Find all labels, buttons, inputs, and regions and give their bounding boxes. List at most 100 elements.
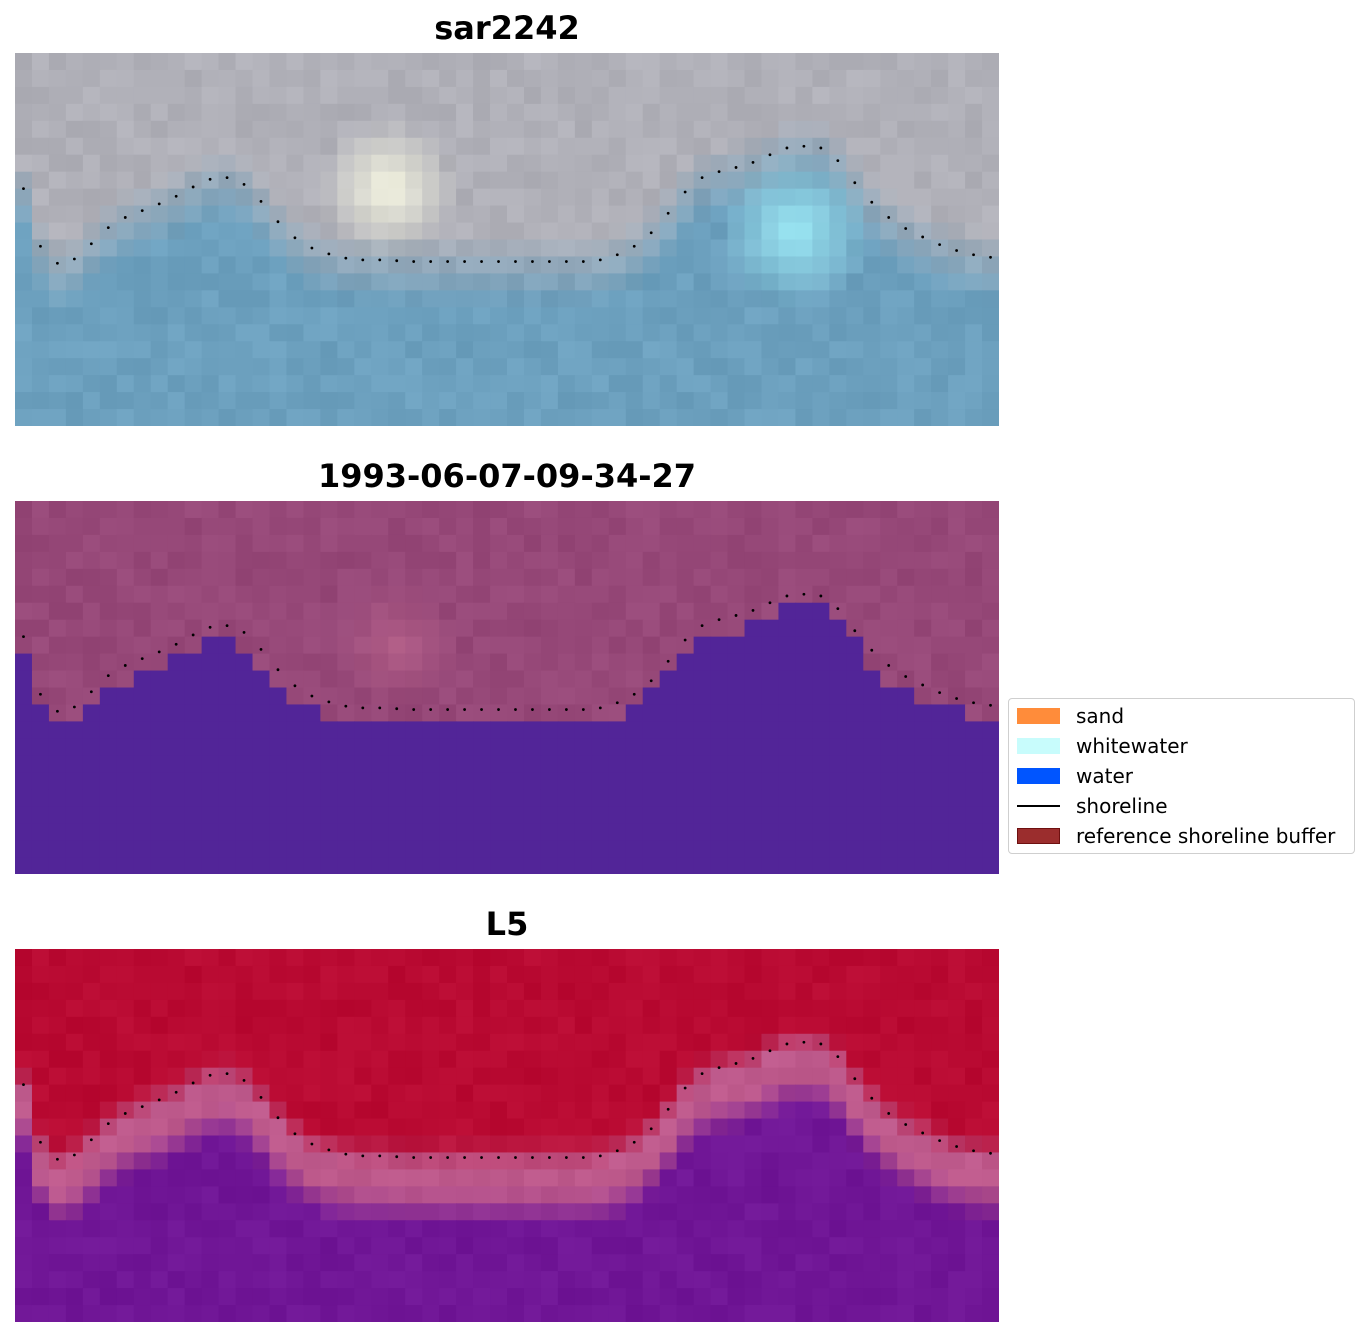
probability-pixel	[625, 1220, 644, 1238]
sar-pixel	[252, 86, 271, 105]
probability-pixel	[354, 1050, 372, 1069]
probability-pixel	[82, 1135, 101, 1154]
sar-pixel	[422, 392, 440, 410]
sar-pixel	[99, 239, 118, 258]
probability-pixel	[523, 965, 542, 984]
probability-pixel	[625, 1271, 644, 1289]
sar-pixel	[388, 120, 406, 139]
classified-pixel	[540, 789, 559, 807]
probability-pixel	[490, 982, 508, 1001]
classified-pixel	[710, 636, 729, 655]
classified-pixel	[948, 857, 966, 874]
sar-pixel	[490, 273, 508, 291]
probability-pixel	[354, 1033, 372, 1052]
sar-pixel	[184, 324, 203, 342]
sar-pixel	[422, 103, 440, 122]
sar-pixel	[269, 171, 288, 190]
sar-pixel	[727, 290, 746, 308]
shoreline-point	[581, 1156, 585, 1159]
classified-pixel	[727, 534, 746, 553]
probability-pixel	[371, 1305, 389, 1322]
sar-pixel	[574, 137, 593, 156]
sar-pixel	[15, 290, 33, 308]
sar-pixel	[846, 69, 864, 88]
shoreline-point	[276, 668, 280, 672]
probability-pixel	[948, 1254, 966, 1272]
sar-pixel	[388, 290, 406, 308]
sar-pixel	[150, 103, 169, 122]
probability-pixel	[15, 1084, 33, 1103]
probability-pixel	[371, 1152, 389, 1170]
classified-pixel	[982, 551, 999, 570]
sar-pixel	[354, 307, 372, 325]
sar-pixel	[252, 53, 271, 71]
sar-pixel	[150, 188, 169, 207]
classified-pixel	[795, 551, 813, 570]
sar-pixel	[252, 273, 271, 291]
classified-pixel	[473, 772, 491, 790]
sar-pixel	[133, 307, 152, 325]
classified-pixel	[625, 687, 644, 706]
sar-pixel	[354, 222, 372, 241]
probability-pixel	[218, 1050, 237, 1069]
probability-pixel	[320, 1254, 338, 1272]
sar-pixel	[829, 205, 847, 224]
classified-pixel	[337, 755, 355, 773]
sar-pixel	[676, 137, 695, 156]
probability-pixel	[337, 1067, 355, 1086]
probability-pixel	[320, 999, 338, 1018]
probability-pixel	[133, 1050, 152, 1069]
classified-pixel	[523, 738, 542, 756]
shoreline-point	[412, 260, 416, 263]
sar-pixel	[167, 120, 186, 139]
classified-pixel	[540, 755, 559, 773]
classified-pixel	[388, 840, 406, 858]
probability-pixel	[167, 982, 186, 1001]
probability-pixel	[490, 1203, 508, 1221]
probability-pixel	[201, 965, 220, 984]
sar-pixel	[591, 358, 610, 376]
classified-pixel	[303, 823, 321, 841]
sar-pixel	[422, 53, 440, 71]
classified-pixel	[371, 517, 389, 536]
classified-pixel	[116, 789, 135, 807]
probability-pixel	[286, 982, 305, 1001]
probability-pixel	[540, 1220, 559, 1238]
classified-pixel	[948, 602, 966, 621]
sar-pixel	[201, 341, 220, 359]
probability-pixel	[337, 1050, 355, 1069]
probability-pixel	[965, 999, 983, 1018]
classified-pixel	[880, 755, 898, 773]
sar-pixel	[778, 256, 797, 274]
probability-pixel	[405, 1033, 423, 1052]
classified-pixel	[507, 501, 525, 519]
classified-pixel	[439, 823, 457, 841]
classified-pixel	[201, 534, 220, 553]
classified-pixel	[422, 517, 440, 536]
sar-pixel	[354, 137, 372, 156]
sar-pixel	[133, 120, 152, 139]
probability-pixel	[235, 1220, 254, 1238]
sar-pixel	[761, 69, 780, 88]
probability-pixel	[574, 1067, 593, 1086]
classified-pixel	[846, 687, 864, 706]
shoreline-point	[819, 146, 823, 150]
sar-pixel	[507, 358, 525, 376]
classified-pixel	[676, 551, 695, 570]
probability-pixel	[846, 1305, 864, 1322]
probability-pixel	[490, 1118, 508, 1137]
classified-pixel	[439, 568, 457, 587]
shoreline-point	[598, 706, 602, 710]
sar-pixel	[439, 171, 457, 190]
sar-pixel	[710, 205, 729, 224]
classified-pixel	[473, 636, 491, 655]
sar-pixel	[761, 341, 780, 359]
classified-pixel	[354, 602, 372, 621]
probability-pixel	[320, 1084, 338, 1103]
sar-pixel	[218, 103, 237, 122]
classified-pixel	[354, 501, 372, 519]
classified-pixel	[795, 534, 813, 553]
classified-pixel	[286, 670, 305, 689]
shoreline-point	[293, 236, 297, 240]
classified-pixel	[676, 568, 695, 587]
